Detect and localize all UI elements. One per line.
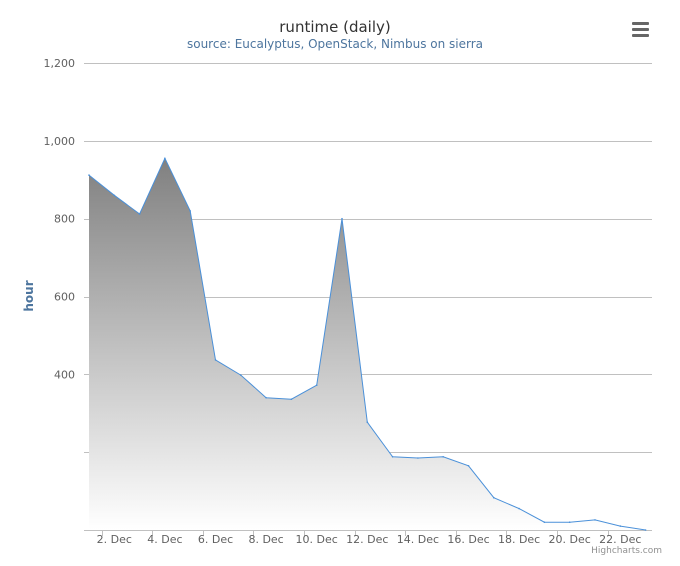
data-point-21 bbox=[619, 525, 622, 527]
chart-title: runtime (daily) bbox=[279, 18, 390, 36]
x-tick-label-7: 16. Dec bbox=[447, 533, 489, 546]
data-point-3 bbox=[164, 157, 166, 160]
data-point-9 bbox=[315, 384, 318, 387]
credits-link[interactable]: Highcharts.com bbox=[591, 546, 662, 556]
y-tick-label-3: 1,000 bbox=[44, 135, 76, 148]
x-tick-label-6: 14. Dec bbox=[397, 533, 439, 546]
data-point-19 bbox=[568, 521, 571, 523]
chart-subtitle: source: Eucalyptus, OpenStack, Nimbus on… bbox=[187, 37, 483, 51]
data-point-20 bbox=[594, 519, 596, 521]
hamburger-menu-icon[interactable] bbox=[626, 15, 654, 43]
data-point-14 bbox=[442, 456, 445, 458]
x-tick-label-1: 4. Dec bbox=[147, 533, 182, 546]
y-tick-label-0: 400 bbox=[54, 368, 75, 381]
data-point-22 bbox=[644, 529, 647, 531]
data-point-6 bbox=[240, 374, 242, 376]
series-area bbox=[88, 157, 647, 531]
x-tick-label-5: 12. Dec bbox=[346, 533, 388, 546]
x-tick-label-8: 18. Dec bbox=[498, 533, 540, 546]
data-point-17 bbox=[518, 507, 520, 510]
data-point-1 bbox=[113, 194, 116, 197]
data-point-8 bbox=[290, 398, 293, 401]
x-tick-label-4: 10. Dec bbox=[296, 533, 338, 546]
x-tick-label-2: 6. Dec bbox=[198, 533, 233, 546]
x-tick-label-3: 8. Dec bbox=[248, 533, 283, 546]
x-axis-ticks: 2. Dec 4. Dec 6. Dec 8. Dec 10. Dec 12. Dec 14… bbox=[97, 530, 641, 546]
y-tick-label-1: 600 bbox=[54, 291, 75, 304]
data-point-18 bbox=[543, 521, 546, 523]
x-tick-label-9: 20. Dec bbox=[549, 533, 591, 546]
y-tick-label-2: 800 bbox=[54, 213, 75, 226]
x-tick-label-0: 2. Dec bbox=[97, 533, 132, 546]
data-point-11 bbox=[366, 421, 369, 424]
data-point-2 bbox=[138, 213, 141, 215]
data-point-16 bbox=[493, 496, 495, 499]
data-point-7 bbox=[265, 396, 267, 399]
data-point-5 bbox=[214, 359, 217, 361]
data-point-0 bbox=[88, 174, 90, 176]
data-point-13 bbox=[417, 457, 419, 459]
data-point-12 bbox=[391, 456, 394, 458]
data-point-4 bbox=[189, 210, 191, 212]
area-fill bbox=[89, 158, 646, 531]
data-point-10 bbox=[341, 217, 343, 220]
y-axis-ticks: 400 600 800 1,000 1,200 bbox=[44, 57, 76, 381]
x-tick-label-10: 22. Dec bbox=[599, 533, 641, 546]
y-axis-title: hour bbox=[22, 280, 36, 311]
data-point-15 bbox=[467, 465, 470, 467]
y-tick-label-4: 1,200 bbox=[44, 57, 76, 70]
